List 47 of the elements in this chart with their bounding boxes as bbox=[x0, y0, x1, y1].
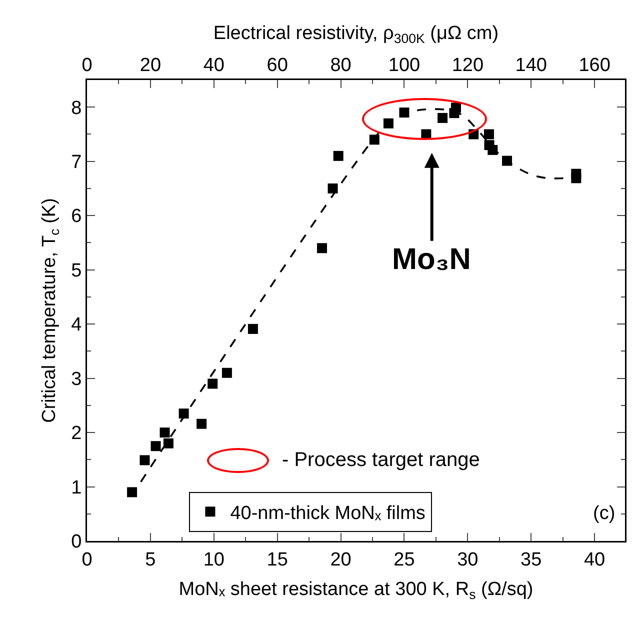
point bbox=[333, 150, 344, 161]
y-tick-label: 8 bbox=[71, 98, 82, 119]
y-tick-label: 6 bbox=[71, 206, 82, 228]
legend-label: 40-nm-thick MoNₓ films bbox=[230, 503, 426, 524]
x2-axis-title: Electrical resistivity, ρ$_{300K}$ (μΩ cm) bbox=[213, 23, 499, 46]
point bbox=[248, 324, 258, 334]
point bbox=[140, 455, 150, 466]
point bbox=[150, 441, 161, 452]
x2-tick-label: 80 bbox=[330, 54, 352, 76]
x-axis-title: MoNₓ sheet resistance at 300 K, R$_{s}$ (Ω/sq) bbox=[178, 578, 534, 602]
x-tick-label: 25 bbox=[394, 549, 415, 570]
y-tick-label: 4 bbox=[71, 314, 82, 336]
x-tick-label: 20 bbox=[330, 549, 352, 570]
x-tick-label: 5 bbox=[145, 549, 156, 570]
x-tick-label: 30 bbox=[457, 549, 478, 570]
x-tick-label: 40 bbox=[584, 549, 606, 570]
x-tick-label: 35 bbox=[520, 549, 542, 570]
x2-tick-label: 60 bbox=[266, 54, 288, 76]
point bbox=[571, 173, 582, 184]
point bbox=[316, 243, 327, 254]
x2-tick-label: 100 bbox=[388, 54, 420, 76]
point bbox=[127, 487, 138, 498]
y-tick-label: 0 bbox=[71, 532, 82, 553]
point bbox=[438, 112, 448, 123]
x2-tick-label: 120 bbox=[452, 54, 484, 76]
x2-tick-label: 160 bbox=[578, 54, 610, 76]
y-tick-label: 7 bbox=[71, 152, 82, 173]
point bbox=[196, 418, 207, 429]
y-tick-label: 2 bbox=[71, 423, 82, 444]
x2-tick-label: 40 bbox=[203, 54, 224, 76]
point bbox=[208, 378, 218, 389]
point bbox=[178, 408, 189, 419]
point bbox=[484, 129, 494, 140]
x-tick-label: 10 bbox=[203, 549, 224, 570]
y-tick-label: 1 bbox=[71, 477, 82, 498]
annotation: Mo₃N bbox=[392, 243, 471, 276]
x2-tick-label: 140 bbox=[515, 54, 547, 76]
y-tick-label: 3 bbox=[71, 368, 82, 390]
annotation: - Process target range bbox=[282, 449, 480, 471]
point bbox=[163, 438, 174, 448]
x2-tick-label: 20 bbox=[140, 54, 162, 76]
point bbox=[328, 183, 338, 194]
y-tick-label: 5 bbox=[71, 260, 82, 282]
x-tick-label: 15 bbox=[266, 549, 288, 570]
point bbox=[160, 428, 170, 438]
point bbox=[222, 368, 232, 378]
annotation: (c) bbox=[593, 503, 616, 524]
